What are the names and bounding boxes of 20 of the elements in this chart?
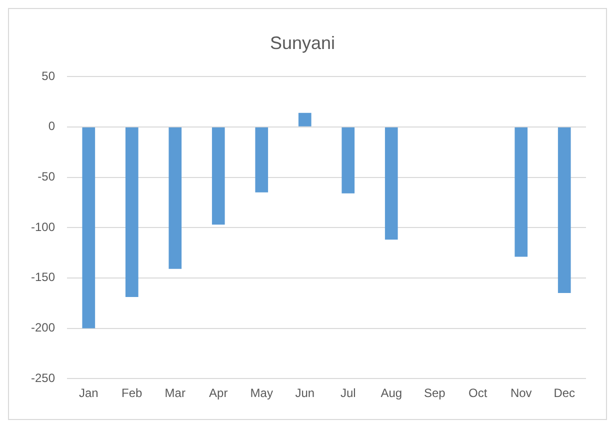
y-tick-label: -150 xyxy=(30,270,56,284)
x-tick-label: Jul xyxy=(340,386,356,400)
x-tick-label: Mar xyxy=(164,386,186,400)
x-tick-label: Dec xyxy=(554,386,576,400)
y-tick-label: 50 xyxy=(42,68,56,83)
x-tick-label: Aug xyxy=(380,386,402,400)
y-tick-label: -50 xyxy=(38,170,56,184)
y-tick-label: -200 xyxy=(30,320,56,335)
x-tick-label: May xyxy=(250,386,273,400)
y-tick-label: -250 xyxy=(30,370,56,385)
x-tick-label: Nov xyxy=(510,386,532,400)
x-tick-label: Oct xyxy=(468,386,488,400)
x-tick-label: Jun xyxy=(295,386,315,400)
y-tick-label: 0 xyxy=(48,119,56,134)
x-tick-label: Jan xyxy=(78,386,98,400)
x-tick-label: Apr xyxy=(209,386,228,400)
x-tick-label: Feb xyxy=(122,386,143,400)
y-tick-label: -100 xyxy=(30,220,56,234)
chart-title: Sunyani xyxy=(270,32,336,53)
x-tick-label: Sep xyxy=(424,386,446,400)
